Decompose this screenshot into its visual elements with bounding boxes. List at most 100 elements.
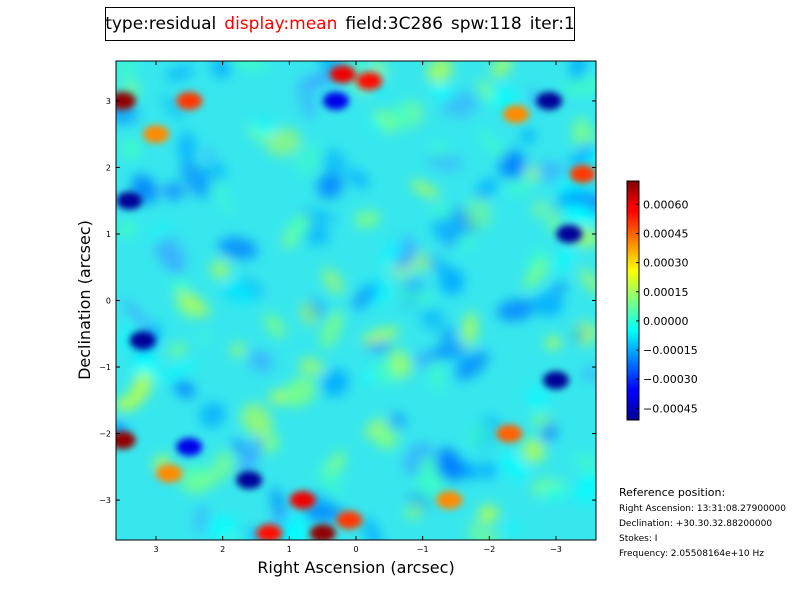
reference-ra: Right Ascension: 13:31:08.27900000 xyxy=(619,504,786,514)
texture-blob xyxy=(121,138,141,159)
texture-blob xyxy=(425,344,468,360)
texture-blob xyxy=(466,522,501,540)
texture-blob xyxy=(534,160,567,183)
texture-blob xyxy=(167,342,188,358)
texture-blob xyxy=(375,428,398,449)
heatmap-feature xyxy=(569,165,596,184)
texture-blob xyxy=(299,358,324,375)
texture-blob xyxy=(533,200,546,217)
texture-blob xyxy=(431,83,455,99)
colorbar-tick-label: 0.00000 xyxy=(643,315,689,328)
texture-blob xyxy=(477,130,507,159)
colorbar-tick-label: 0.00045 xyxy=(643,227,689,240)
title-box: type:residual display:mean field:3C286 s… xyxy=(105,7,575,41)
x-tick-label: 3 xyxy=(153,545,158,554)
texture-blob xyxy=(347,168,369,190)
texture-blob xyxy=(248,350,274,373)
y-tick-label: −1 xyxy=(99,363,111,372)
texture-blob xyxy=(205,516,238,539)
texture-blob xyxy=(305,216,322,246)
texture-blob xyxy=(533,292,564,316)
heatmap-area xyxy=(116,61,596,540)
texture-blob xyxy=(520,128,536,144)
heatmap-feature xyxy=(329,65,356,84)
texture-blob xyxy=(331,450,345,472)
texture-blob xyxy=(429,203,456,221)
heatmap-feature xyxy=(176,91,203,110)
texture-blob xyxy=(172,277,189,295)
texture-blob xyxy=(165,66,195,81)
texture-blob xyxy=(228,61,268,70)
texture-blob xyxy=(410,180,440,198)
texture-blob xyxy=(552,282,568,295)
heatmap-feature xyxy=(309,524,336,540)
heatmap-feature xyxy=(336,511,363,529)
colorbar-tick-label: −0.00045 xyxy=(643,402,698,415)
texture-blob xyxy=(366,117,386,133)
texture-blob xyxy=(499,453,530,481)
texture-blob xyxy=(455,350,489,381)
texture-blob xyxy=(351,282,379,311)
texture-blob xyxy=(521,438,546,463)
x-tick-label: 2 xyxy=(220,545,225,554)
texture-blob xyxy=(563,203,595,225)
heatmap-feature xyxy=(323,91,349,110)
y-tick-label: 2 xyxy=(106,163,111,172)
heatmap-feature xyxy=(556,225,583,243)
texture-blob xyxy=(507,180,534,196)
heatmap-feature xyxy=(116,431,136,450)
heatmap-feature xyxy=(256,524,283,540)
texture-blob xyxy=(178,132,196,163)
heatmap-feature xyxy=(496,424,523,443)
texture-blob xyxy=(223,280,254,304)
x-tick-label: −1 xyxy=(417,545,429,554)
y-tick-label: −2 xyxy=(99,430,111,439)
heatmap-feature xyxy=(129,331,156,350)
heatmap-feature xyxy=(356,72,383,90)
texture-blob xyxy=(435,447,462,483)
x-tick-label: 1 xyxy=(287,545,292,554)
texture-blob xyxy=(569,141,596,170)
texture-blob xyxy=(198,333,211,344)
y-tick-label: 0 xyxy=(106,297,111,306)
x-tick-label: −2 xyxy=(483,545,495,554)
texture-blob xyxy=(523,261,549,289)
texture-blob xyxy=(266,128,301,156)
texture-blob xyxy=(271,516,308,540)
reference-frequency: Frequency: 2.05508164e+10 Hz xyxy=(619,549,765,559)
reference-stokes: Stokes: I xyxy=(619,534,658,544)
texture-blob xyxy=(364,417,387,439)
texture-blob xyxy=(430,143,449,158)
heatmap-feature xyxy=(116,191,143,210)
texture-blob xyxy=(443,91,478,118)
texture-blob xyxy=(199,402,226,428)
texture-blob xyxy=(232,439,245,454)
texture-blob xyxy=(404,502,424,520)
texture-blob xyxy=(427,154,464,171)
texture-blob xyxy=(211,175,233,214)
texture-blob xyxy=(213,450,236,476)
texture-blob xyxy=(230,342,246,358)
texture-blob xyxy=(464,198,492,231)
texture-blob xyxy=(322,267,344,295)
heatmap-feature xyxy=(176,437,203,456)
texture-blob xyxy=(251,119,277,136)
type-label: type:residual xyxy=(105,14,217,34)
heatmap-features xyxy=(116,65,596,540)
texture-blob xyxy=(353,211,381,228)
texture-blob xyxy=(363,370,374,385)
texture-blob xyxy=(575,471,596,505)
texture-blob xyxy=(322,149,347,174)
texture-blob xyxy=(164,182,183,201)
texture-blob xyxy=(489,86,517,111)
texture-blob xyxy=(477,505,499,524)
texture-blob xyxy=(298,209,338,222)
texture-blob xyxy=(570,61,586,87)
texture-blob xyxy=(264,313,286,339)
texture-blob xyxy=(582,367,596,381)
texture-blob xyxy=(432,215,464,245)
heatmap-feature xyxy=(536,91,563,110)
texture-blob xyxy=(545,336,561,350)
texture-blob xyxy=(180,160,211,198)
